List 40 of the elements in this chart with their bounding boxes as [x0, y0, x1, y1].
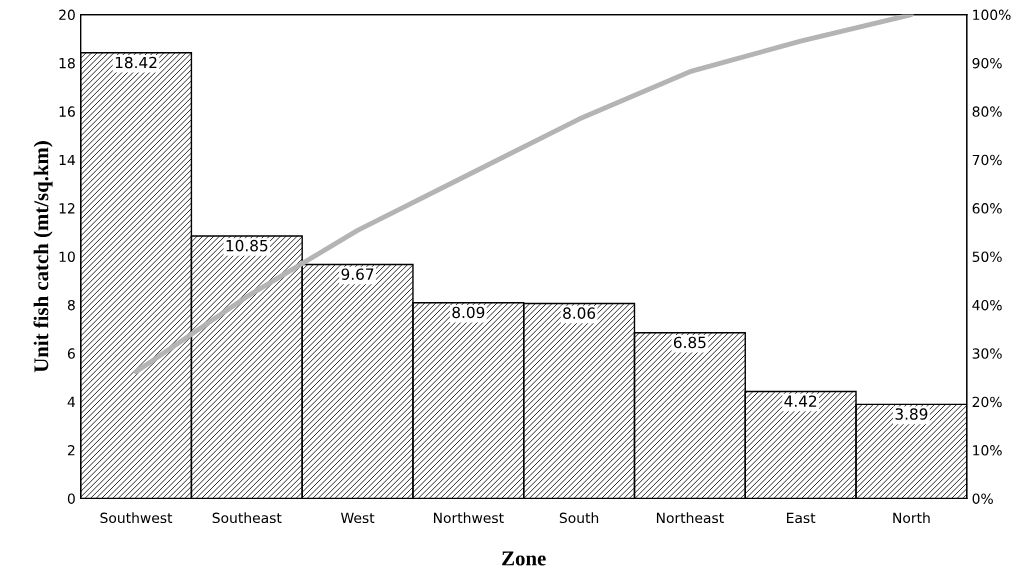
y-tick-label: 16 [59, 106, 75, 117]
data-label: 3.89 [895, 408, 928, 420]
y-tick-label: 8 [67, 299, 75, 311]
x-tick-label: West [340, 512, 375, 524]
y2-tick-label: 0% [972, 493, 993, 504]
data-label: 9.67 [341, 268, 374, 280]
y2-tick-label: 80% [972, 106, 1002, 117]
x-tick-label: East [787, 512, 816, 524]
y-tick-label: 12 [59, 203, 75, 214]
y-tick-label: 10 [59, 251, 75, 262]
y-tick-label: 2 [67, 445, 75, 456]
y-tick-label: 20 [59, 9, 75, 21]
y-tick-label: 4 [67, 396, 76, 407]
y-tick-label: 0 [67, 493, 75, 504]
x-tick-label: Southeast [212, 512, 282, 524]
data-label: 10.85 [226, 239, 268, 252]
y2-tick-label: 40% [972, 299, 1002, 311]
y2-tick-label: 60% [972, 203, 1002, 214]
data-label: 8.06 [563, 307, 596, 319]
x-axis-title: Zone [502, 551, 546, 566]
data-label: 6.85 [673, 336, 706, 349]
y2-tick-label: 90% [972, 57, 1002, 69]
y-tick-label: 18 [59, 57, 75, 69]
y2-tick-label: 50% [972, 251, 1002, 262]
y2-tick-label: 10% [973, 445, 1002, 456]
x-tick-label: Northeast [656, 512, 724, 524]
y-tick-label: 6 [67, 348, 75, 359]
data-label: 8.09 [452, 306, 485, 319]
data-label: 18.42 [115, 56, 157, 69]
y-tick-label: 14 [59, 154, 76, 166]
y2-tick-label: 30% [972, 348, 1002, 359]
y2-tick-label: 100% [973, 9, 1011, 21]
x-tick-label: Northwest [433, 512, 504, 524]
data-label: 4.42 [784, 395, 817, 407]
x-tick-label: Southwest [100, 512, 173, 524]
x-tick-label: North [893, 512, 930, 524]
x-tick-label: South [559, 512, 599, 524]
y-axis-title: Unit fish catch (mt/sq.km) [33, 141, 53, 373]
y2-tick-label: 70% [972, 154, 1002, 166]
y2-tick-label: 20% [972, 396, 1002, 408]
